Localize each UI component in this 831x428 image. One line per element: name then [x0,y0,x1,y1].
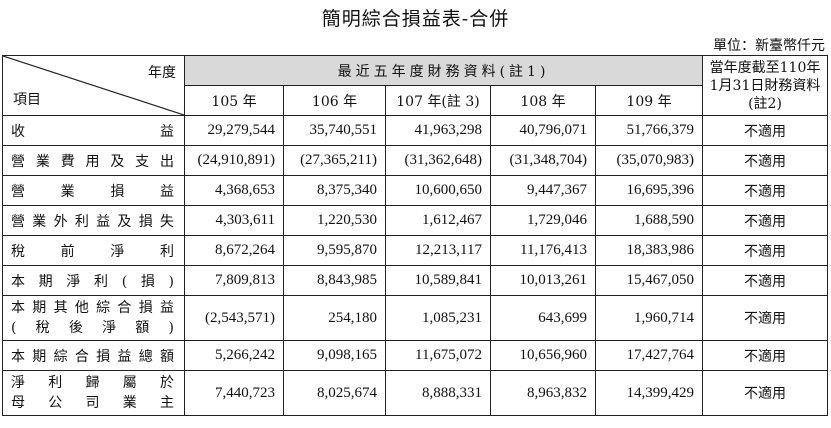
row-label-line: 本期綜合損益總額 [11,348,176,365]
value-cell: 10,600,650 [385,175,491,206]
value-cell: 15,467,050 [595,265,703,296]
row-label-line: 稅前淨利 [11,243,176,260]
year-header: 106 年 [283,85,386,116]
value-cell: 41,963,298 [385,115,491,146]
current-year-cell: 不適用 [702,235,828,266]
header-corner-cell: 年度 項目 [2,55,185,116]
value-cell: 16,695,396 [595,175,703,206]
current-year-header: 當年度截至110年1月31日財務資料(註2) [702,55,828,116]
value-cell: 10,656,960 [490,340,596,371]
value-cell: 1,688,590 [595,205,703,236]
value-cell: 35,740,551 [283,115,386,146]
value-cell: 11,176,413 [490,235,596,266]
value-cell: 1,960,714 [595,295,703,341]
value-cell: 9,447,367 [490,175,596,206]
corner-item-label: 項目 [13,92,41,108]
row-label: 本期淨利(損) [2,265,185,296]
value-cell: 8,963,832 [490,370,596,416]
value-cell: 8,888,331 [385,370,491,416]
current-year-cell: 不適用 [702,145,828,176]
value-cell: 8,672,264 [184,235,284,266]
table-row: 收益 29,279,544 35,740,551 41,963,298 40,796,0… [2,115,828,146]
value-cell: 643,699 [490,295,596,341]
value-cell: (24,910,891) [184,145,284,176]
value-cell: (31,348,704) [490,145,596,176]
corner-year-label: 年度 [148,65,176,81]
table-row: 淨利歸屬於 母公司業主 7,440,723 8,025,674 8,888,331 8,9… [2,370,828,416]
current-year-cell: 不適用 [702,370,828,416]
value-cell: (31,362,648) [385,145,491,176]
table-row: 本期綜合損益總額 5,266,242 9,098,165 11,675,072 10,6… [2,340,828,371]
row-label: 稅前淨利 [2,235,185,266]
value-cell: 8,375,340 [283,175,386,206]
value-cell: 1,612,467 [385,205,491,236]
value-cell: 5,266,242 [184,340,284,371]
value-cell: 8,843,985 [283,265,386,296]
value-cell: 9,595,870 [283,235,386,266]
row-label-line: 營業外利益及損失 [11,213,176,230]
row-label-line: 營業損益 [11,183,176,200]
row-label: 淨利歸屬於母公司業主 [2,370,185,416]
row-label-line: 淨利歸屬於 [11,375,176,391]
value-cell: 4,303,611 [184,205,284,236]
value-cell: 17,427,764 [595,340,703,371]
row-label-line: 本期淨利(損) [11,273,176,290]
year-header: 105 年 [184,85,284,116]
unit-label: 單位：新臺幣仟元 [713,38,825,54]
value-cell: (35,070,983) [595,145,703,176]
value-cell: (2,543,571) [184,295,284,341]
value-cell: (27,365,211) [283,145,386,176]
table-row: 本期淨利(損) 7,809,813 8,843,985 10,589,841 10,01… [2,265,828,296]
table-row: 稅前淨利 8,672,264 9,595,870 12,213,117 11,176,4… [2,235,828,266]
value-cell: 12,213,117 [385,235,491,266]
row-label: 營業損益 [2,175,185,206]
row-label-line: 母公司業主 [11,395,176,411]
value-cell: 10,589,841 [385,265,491,296]
table-row: 本期其他綜合損益 (稅後淨額) (2,543,571) 254,180 1,085,23… [2,295,828,341]
current-year-cell: 不適用 [702,175,828,206]
value-cell: 11,675,072 [385,340,491,371]
current-year-cell: 不適用 [702,295,828,341]
current-year-cell: 不適用 [702,340,828,371]
value-cell: 7,440,723 [184,370,284,416]
row-label-line: 營業費用及支出 [11,153,176,170]
value-cell: 1,729,046 [490,205,596,236]
document-title: 簡明綜合損益表-合併 [321,8,510,30]
value-cell: 40,796,071 [490,115,596,146]
row-label: 營業外利益及損失 [2,205,185,236]
table-row: 營業外利益及損失 4,303,611 1,220,530 1,612,467 1,729… [2,205,828,236]
five-year-group-header: 最近五年度財務資料(註1) [184,55,703,86]
year-header: 108 年 [490,85,596,116]
value-cell: 51,766,379 [595,115,703,146]
value-cell: 18,383,986 [595,235,703,266]
row-label: 本期綜合損益總額 [2,340,185,371]
value-cell: 8,025,674 [283,370,386,416]
row-label: 本期其他綜合損益 (稅後淨額) [2,295,185,341]
income-statement-table: 年度 項目 最近五年度財務資料(註1) 當年度截至110年1月31日財務資料(註… [2,55,828,416]
value-cell: 1,085,231 [385,295,491,341]
table-row: 營業費用及支出 (24,910,891) (27,365,211) (31,362,6… [2,145,828,176]
value-cell: 254,180 [283,295,386,341]
row-label-line: 收益 [11,123,176,140]
value-cell: 7,809,813 [184,265,284,296]
value-cell: 10,013,261 [490,265,596,296]
value-cell: 4,368,653 [184,175,284,206]
current-year-cell: 不適用 [702,115,828,146]
year-header: 109 年 [595,85,703,116]
value-cell: 9,098,165 [283,340,386,371]
row-label-line: (稅後淨額) [11,320,176,336]
current-year-cell: 不適用 [702,265,828,296]
value-cell: 29,279,544 [184,115,284,146]
year-header: 107 年(註 3) [385,85,491,116]
row-label: 收益 [2,115,185,146]
table-row: 營業損益 4,368,653 8,375,340 10,600,650 9,447,36… [2,175,828,206]
current-year-cell: 不適用 [702,205,828,236]
value-cell: 14,399,429 [595,370,703,416]
row-label-line: 本期其他綜合損益 [11,300,176,316]
diagonal-divider [3,56,184,115]
row-label: 營業費用及支出 [2,145,185,176]
table-body: 收益 29,279,544 35,740,551 41,963,298 40,796,0… [2,115,828,416]
value-cell: 1,220,530 [283,205,386,236]
